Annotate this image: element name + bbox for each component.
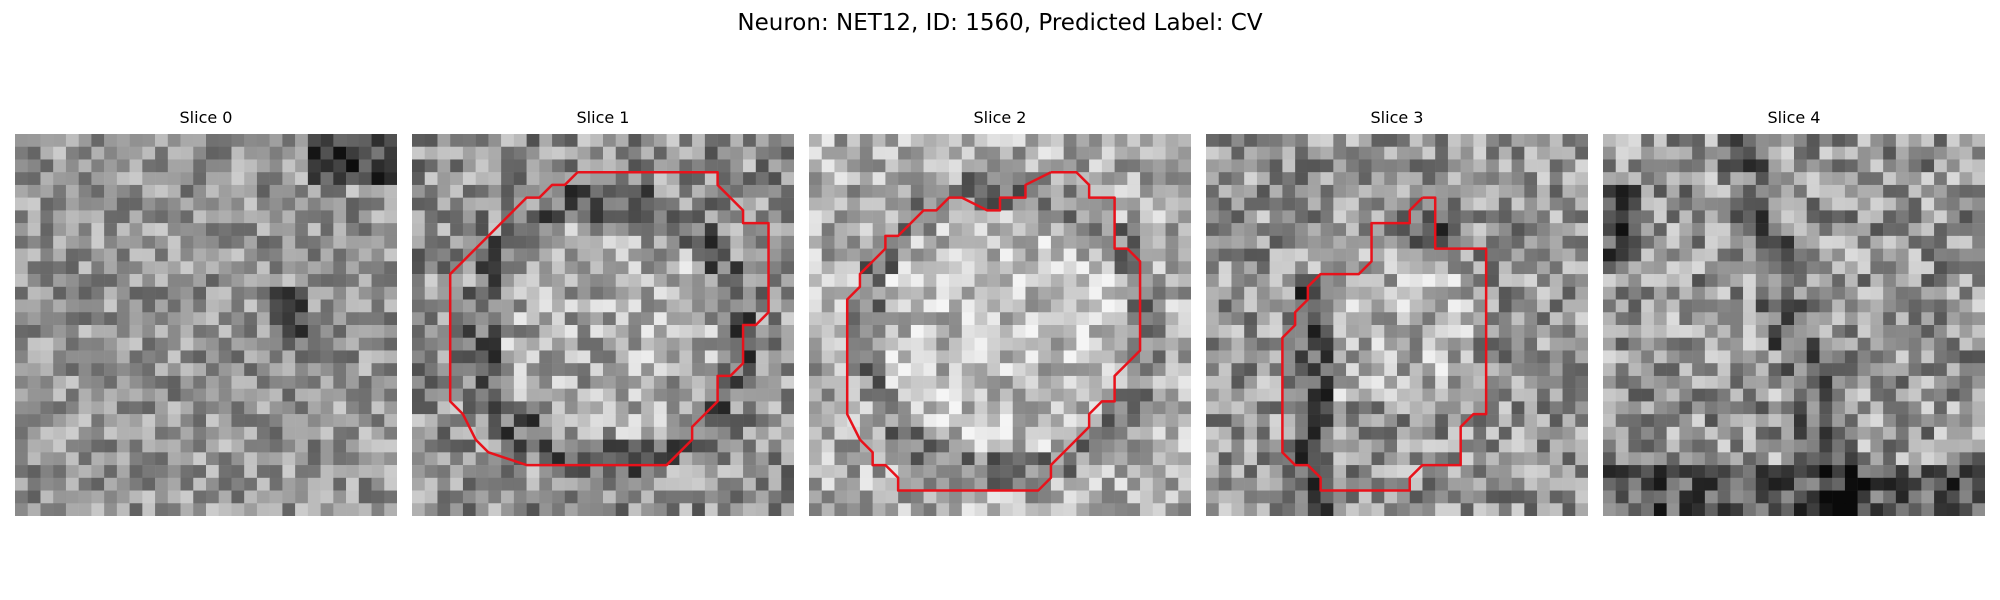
slice-image-2 [809,134,1191,516]
slice-title-2: Slice 2 [973,108,1027,127]
pixel-grid-1 [412,134,794,516]
segmentation-contour-3 [1282,198,1486,491]
segmentation-contour-1 [450,172,768,465]
slice-panel-4: Slice 4 [1603,108,1985,516]
pixel-grid-4 [1603,134,1985,516]
slice-image-1 [412,134,794,516]
slice-title-3: Slice 3 [1370,108,1424,127]
pixel-grid-0 [15,134,397,516]
slice-panel-3: Slice 3 [1206,108,1588,516]
slice-panel-2: Slice 2 [809,108,1191,516]
figure-title: Neuron: NET12, ID: 1560, Predicted Label… [737,10,1263,36]
slice-panel-0: Slice 0 [15,108,397,516]
pixel-grid-2 [809,134,1191,516]
slice-title-1: Slice 1 [576,108,630,127]
slice-panel-1: Slice 1 [412,108,794,516]
segmentation-contour-2 [847,172,1140,490]
slice-image-0 [15,134,397,516]
slice-image-3 [1206,134,1588,516]
slice-image-4 [1603,134,1985,516]
pixel-grid-3 [1206,134,1588,516]
slice-title-4: Slice 4 [1767,108,1821,127]
slice-title-0: Slice 0 [179,108,233,127]
